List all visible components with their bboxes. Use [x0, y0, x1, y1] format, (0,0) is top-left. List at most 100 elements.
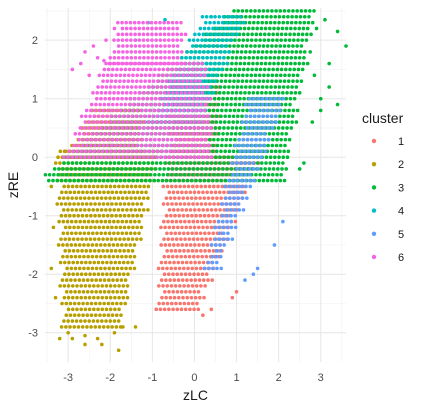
data-point: [89, 190, 94, 195]
data-point: [224, 108, 228, 113]
data-point: [129, 208, 133, 212]
data-point: [113, 272, 118, 277]
data-point: [270, 38, 275, 42]
data-point: [205, 155, 209, 160]
data-point: [196, 155, 201, 160]
data-point: [83, 161, 87, 165]
data-point: [224, 208, 229, 212]
data-point: [297, 91, 302, 95]
data-point: [108, 91, 112, 95]
data-point: [88, 149, 92, 154]
data-point: [194, 73, 198, 78]
data-point: [214, 32, 218, 37]
data-point: [199, 202, 204, 206]
data-point: [196, 190, 201, 195]
data-point: [233, 132, 238, 136]
data-point: [160, 178, 165, 183]
data-point: [220, 20, 225, 25]
data-point: [89, 301, 94, 306]
data-point: [181, 196, 186, 200]
data-point: [184, 155, 188, 160]
data-point: [209, 243, 214, 247]
data-point: [97, 190, 102, 195]
data-point: [104, 38, 108, 42]
data-point: [106, 301, 111, 306]
data-point: [266, 126, 271, 130]
data-point: [124, 126, 129, 130]
data-point: [172, 260, 176, 265]
data-point: [205, 208, 210, 212]
data-point: [163, 17, 167, 22]
data-point: [126, 73, 131, 78]
data-point: [304, 38, 309, 42]
data-point: [291, 108, 296, 113]
data-point: [286, 50, 290, 54]
data-point: [151, 149, 155, 154]
data-point: [293, 55, 298, 60]
data-point: [108, 208, 112, 212]
data-point: [270, 9, 274, 13]
data-point: [175, 225, 180, 230]
data-point: [92, 120, 96, 124]
data-point: [102, 58, 106, 63]
data-point: [269, 50, 273, 54]
data-point: [234, 14, 238, 19]
data-point: [196, 61, 200, 66]
data-point: [295, 44, 299, 48]
data-point: [92, 284, 96, 288]
data-point: [165, 184, 170, 189]
data-point: [281, 155, 286, 160]
data-point: [189, 295, 194, 300]
data-point: [106, 313, 111, 317]
data-point: [220, 213, 225, 218]
data-point: [299, 9, 304, 13]
data-point: [262, 67, 267, 72]
data-point: [140, 67, 145, 72]
data-point: [106, 67, 111, 72]
data-point: [99, 91, 104, 95]
data-point: [187, 219, 191, 224]
data-point: [220, 108, 224, 113]
data-point: [254, 38, 258, 42]
data-point: [184, 85, 189, 89]
data-point: [229, 20, 233, 25]
data-point: [245, 108, 249, 113]
data-point: [80, 143, 85, 148]
data-point: [108, 161, 113, 165]
data-point: [211, 91, 215, 95]
data-point: [124, 254, 128, 259]
data-point: [191, 61, 196, 66]
data-point: [277, 155, 281, 160]
data-point: [190, 102, 195, 107]
data-point: [78, 231, 82, 236]
data-point: [89, 172, 94, 177]
data-point: [148, 73, 152, 78]
data-point: [178, 172, 182, 177]
data-point: [112, 155, 117, 160]
data-point: [104, 196, 108, 200]
data-point: [252, 14, 257, 19]
data-point: [142, 149, 147, 154]
data-point: [194, 143, 198, 148]
data-point: [153, 132, 158, 136]
data-point: [144, 102, 149, 107]
data-point: [142, 120, 147, 124]
data-point: [159, 149, 164, 154]
data-point: [198, 73, 203, 78]
data-point: [203, 184, 208, 189]
data-point: [118, 178, 123, 183]
data-point: [78, 126, 83, 130]
data-point: [195, 44, 199, 48]
data-point: [121, 155, 125, 160]
data-point: [264, 91, 268, 95]
data-point: [60, 172, 65, 177]
data-point: [177, 196, 181, 200]
data-point: [273, 50, 278, 54]
data-point: [143, 79, 147, 83]
data-point: [232, 190, 236, 195]
data-point: [226, 155, 231, 160]
data-point: [235, 120, 240, 124]
data-point: [188, 161, 193, 165]
data-point: [46, 178, 51, 183]
